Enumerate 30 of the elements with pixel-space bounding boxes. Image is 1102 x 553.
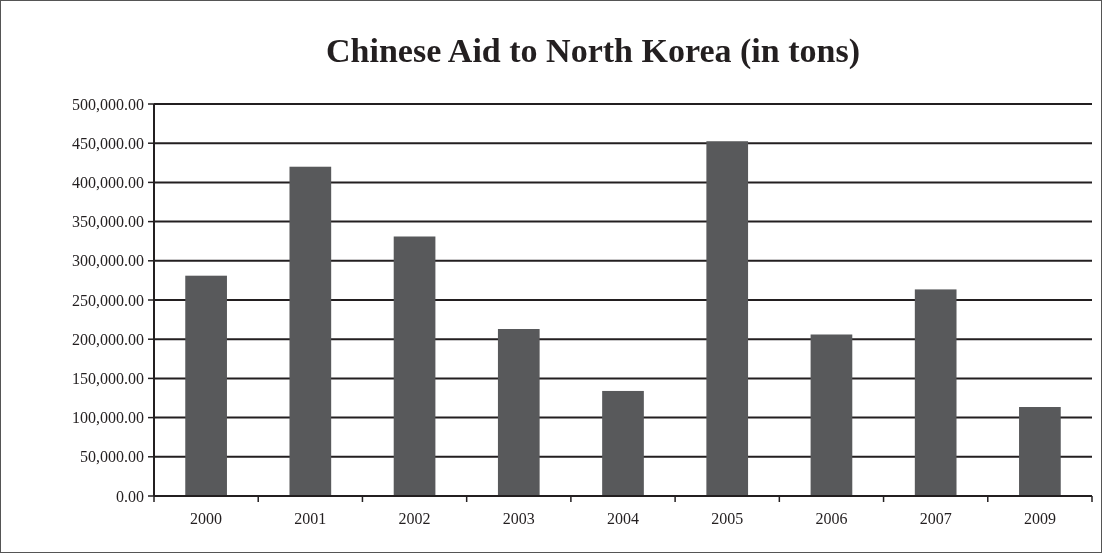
y-tick-label: 200,000.00: [72, 330, 144, 348]
y-tick-label: 250,000.00: [72, 291, 144, 309]
x-tick-label: 2000: [190, 510, 223, 527]
bar: [914, 289, 957, 496]
y-tick-label: 100,000.00: [72, 409, 144, 427]
y-tick-label: 350,000.00: [72, 213, 144, 231]
y-tick-label: 0.00: [116, 487, 144, 505]
chart-title: Chinese Aid to North Korea (in tons): [326, 32, 860, 70]
x-tick-label: 2009: [1023, 510, 1056, 527]
x-tick-label: 2006: [815, 510, 848, 527]
y-tick-label: 50,000.00: [80, 448, 144, 466]
y-tick-label: 400,000.00: [72, 174, 144, 191]
bar: [602, 390, 644, 496]
x-tick-label: 2001: [294, 510, 327, 527]
x-tick-label: 2007: [919, 510, 952, 527]
y-tick-label: 450,000.00: [72, 134, 144, 152]
bar: [393, 236, 436, 496]
y-tick-label: 500,000.00: [72, 95, 144, 113]
bar: [1019, 407, 1061, 496]
y-tick-label: 150,000.00: [72, 370, 144, 387]
y-tick-label: 300,000.00: [72, 252, 144, 270]
x-tick-label: 2003: [502, 510, 535, 527]
x-tick-label: 2005: [711, 510, 744, 527]
bar: [289, 166, 332, 496]
x-tick-label: 2002: [398, 510, 431, 527]
bar: [497, 329, 540, 496]
bar: [810, 334, 853, 496]
bar: [706, 141, 749, 496]
bar: [185, 275, 227, 496]
x-tick-label: 2004: [607, 510, 639, 527]
